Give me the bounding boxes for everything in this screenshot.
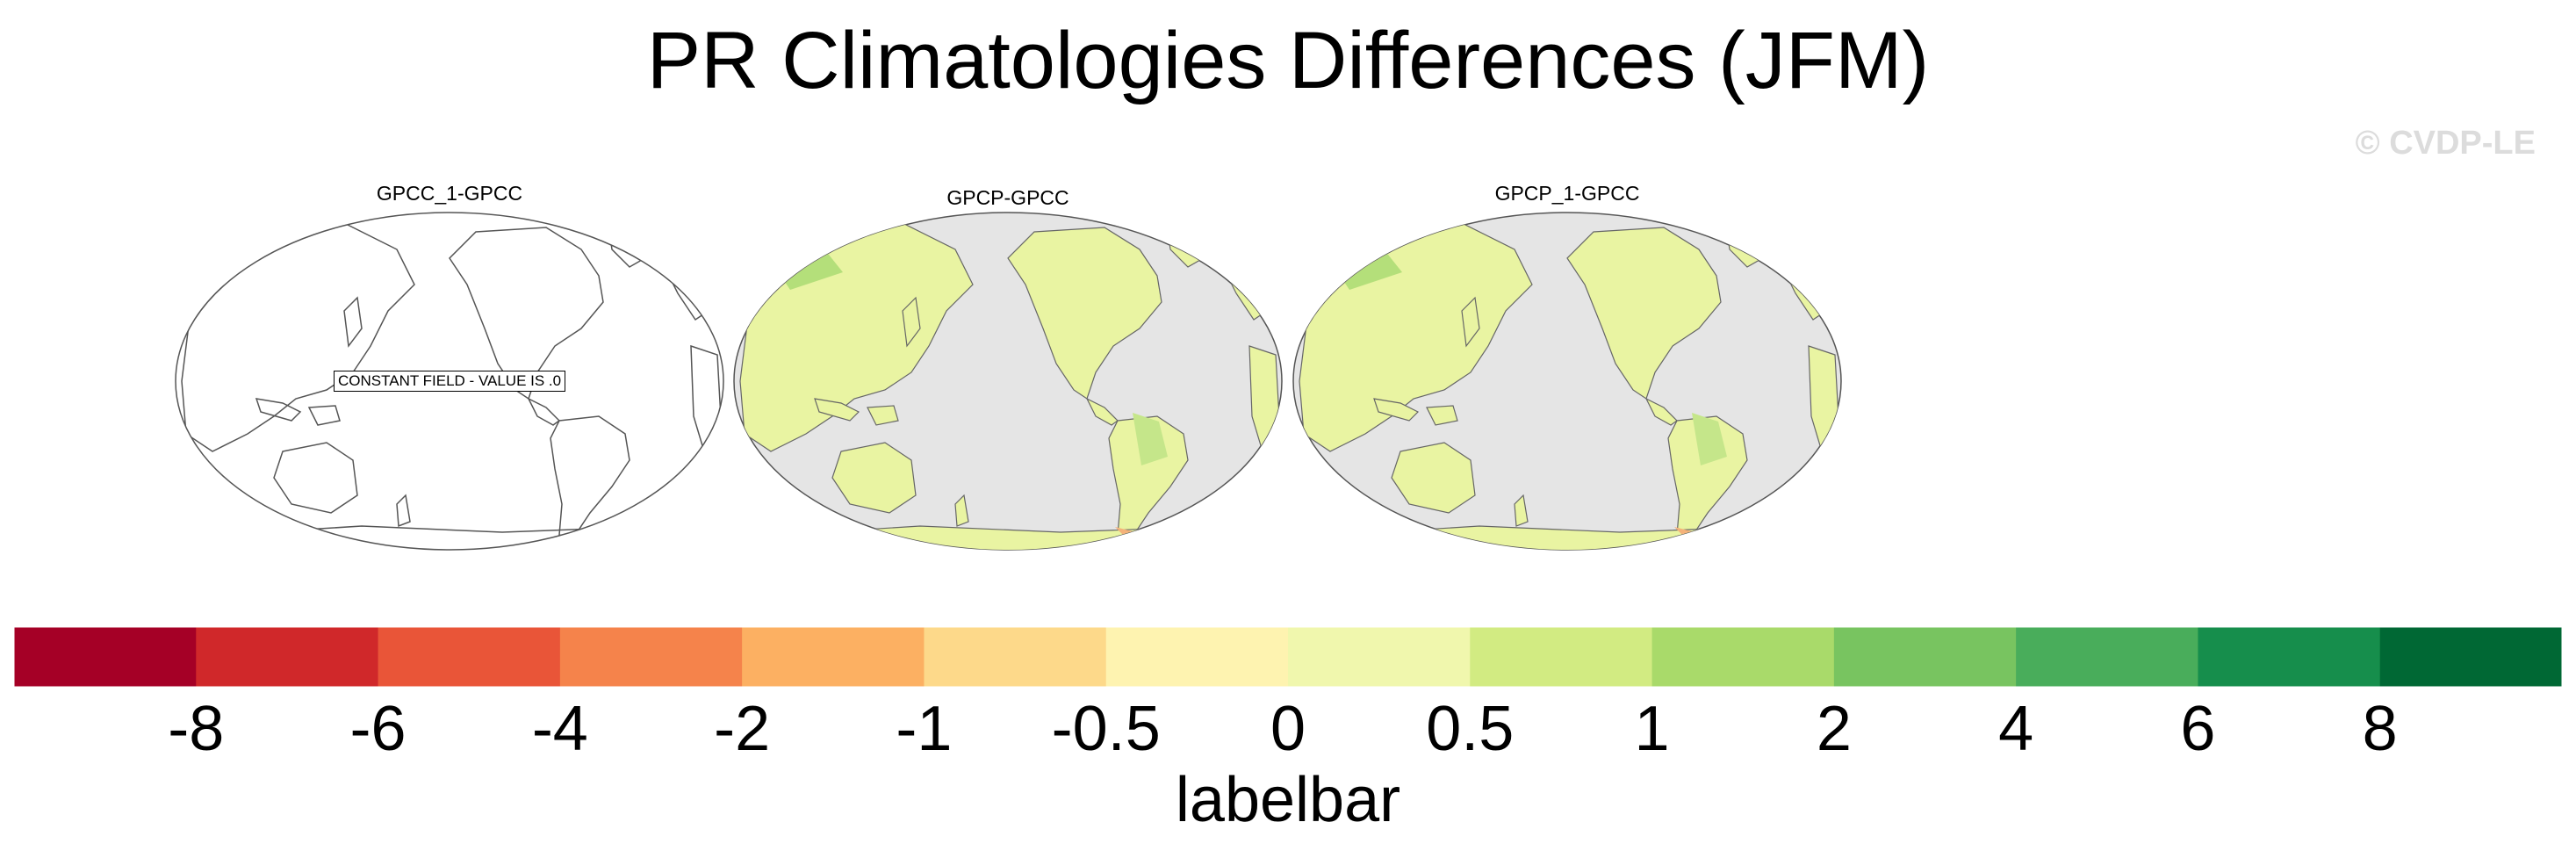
map-panel-gpcp bbox=[733, 212, 1283, 551]
colorbar-tick-label: 6 bbox=[2180, 694, 2216, 764]
colorbar-box-5 bbox=[924, 627, 1107, 687]
colorbar-tick-label: -4 bbox=[531, 694, 588, 764]
colorbar-box-1 bbox=[196, 627, 379, 687]
colorbar bbox=[13, 626, 2563, 688]
colorbar-box-12 bbox=[2198, 627, 2381, 687]
colorbar-label: labelbar bbox=[1175, 765, 1401, 835]
colorbar-frame bbox=[13, 626, 2563, 688]
panel-title-gpcp1: GPCP_1-GPCC bbox=[1494, 182, 1640, 205]
colorbar-tick-label: 0.5 bbox=[1426, 694, 1515, 764]
colorbar-box-10 bbox=[1833, 627, 2017, 687]
colorbar-box-3 bbox=[559, 627, 743, 687]
colorbar-tick-label: -8 bbox=[168, 694, 225, 764]
colorbar-box-0 bbox=[14, 627, 197, 687]
map-panel-gpcp1 bbox=[1292, 212, 1842, 551]
watermark-text: © CVDP-LE bbox=[2355, 125, 2536, 162]
colorbar-box-11 bbox=[2016, 627, 2198, 687]
colorbar-tick-label: 4 bbox=[1998, 694, 2034, 764]
colorbar-tick-label: 8 bbox=[2362, 694, 2398, 764]
colorbar-tick-label: -6 bbox=[349, 694, 407, 764]
colorbar-box-13 bbox=[2379, 627, 2563, 687]
colorbar-box-8 bbox=[1470, 627, 1653, 687]
panel-title-gpcp: GPCP-GPCC bbox=[946, 186, 1069, 209]
colorbar-box-9 bbox=[1651, 627, 1835, 687]
colorbar-tick-label: -2 bbox=[714, 694, 771, 764]
colorbar-tick-label: 0 bbox=[1270, 694, 1306, 764]
panel-title-gpcc1: GPCC_1-GPCC bbox=[376, 182, 523, 205]
colorbar-tick-label: -1 bbox=[896, 694, 953, 764]
constant-field-note: CONSTANT FIELD - VALUE IS .0 bbox=[334, 371, 566, 392]
figure-title: PR Climatologies Differences (JFM) bbox=[646, 16, 1930, 105]
colorbar-box-6 bbox=[1105, 627, 1289, 687]
colorbar-tick-label: 1 bbox=[1634, 694, 1670, 764]
colorbar-box-2 bbox=[378, 627, 561, 687]
colorbar-tick-label: 2 bbox=[1816, 694, 1852, 764]
colorbar-box-7 bbox=[1288, 627, 1471, 687]
colorbar-tick-label: -0.5 bbox=[1051, 694, 1161, 764]
colorbar-box-4 bbox=[742, 627, 925, 687]
